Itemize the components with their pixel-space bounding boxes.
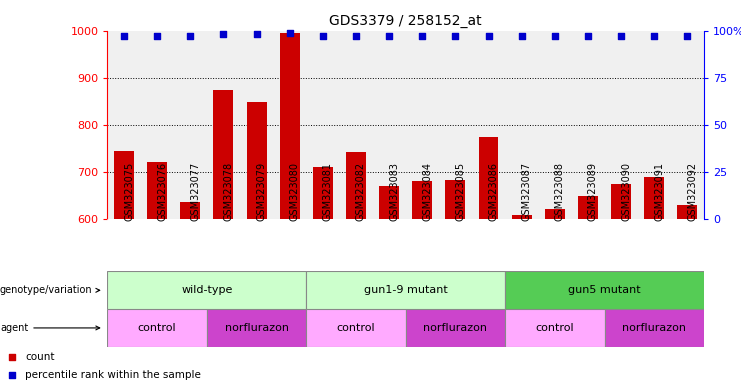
Bar <box>379 186 399 219</box>
Text: GSM323079: GSM323079 <box>256 162 267 222</box>
Text: GSM323086: GSM323086 <box>488 162 499 222</box>
Text: GSM323076: GSM323076 <box>157 162 167 222</box>
Text: norflurazon: norflurazon <box>622 323 686 333</box>
Point <box>615 33 627 40</box>
Text: GSM323075: GSM323075 <box>124 162 134 222</box>
Bar <box>505 309 605 347</box>
Text: GSM323081: GSM323081 <box>323 162 333 222</box>
Point <box>317 33 329 40</box>
Bar <box>545 209 565 219</box>
Bar <box>180 202 200 219</box>
Point <box>265 278 276 284</box>
Bar <box>611 184 631 219</box>
Bar <box>313 167 333 219</box>
Text: wild-type: wild-type <box>182 285 233 295</box>
Point <box>151 33 163 40</box>
Text: GSM323092: GSM323092 <box>688 162 697 222</box>
Text: GSM323078: GSM323078 <box>224 162 233 222</box>
Text: control: control <box>336 323 375 333</box>
Point <box>265 119 276 125</box>
Text: GSM323091: GSM323091 <box>654 162 664 222</box>
Text: control: control <box>536 323 574 333</box>
Text: control: control <box>138 323 176 333</box>
Bar <box>406 309 505 347</box>
Point <box>250 31 262 38</box>
Title: GDS3379 / 258152_at: GDS3379 / 258152_at <box>330 14 482 28</box>
Point <box>284 30 296 36</box>
Bar <box>644 177 664 219</box>
Text: GSM323077: GSM323077 <box>190 162 200 222</box>
Point <box>682 33 694 40</box>
Text: agent: agent <box>0 323 100 333</box>
Point <box>582 33 594 40</box>
Bar <box>346 152 366 219</box>
Point <box>450 33 462 40</box>
Point <box>185 33 196 40</box>
Bar <box>677 205 697 219</box>
Text: GSM323085: GSM323085 <box>456 162 465 222</box>
Point <box>383 33 395 40</box>
Point <box>416 33 428 40</box>
Point <box>350 33 362 40</box>
Text: GSM323087: GSM323087 <box>522 162 532 222</box>
Point <box>516 33 528 40</box>
Text: GSM323084: GSM323084 <box>422 162 432 222</box>
Bar <box>114 151 134 219</box>
Bar <box>306 309 406 347</box>
Point <box>118 33 130 40</box>
Bar <box>147 162 167 219</box>
Bar <box>107 309 207 347</box>
Text: GSM323083: GSM323083 <box>389 162 399 222</box>
Text: GSM323090: GSM323090 <box>621 162 631 222</box>
Text: norflurazon: norflurazon <box>225 323 288 333</box>
Bar <box>505 271 704 309</box>
Bar <box>578 196 598 219</box>
Bar <box>280 33 299 219</box>
Text: GSM323082: GSM323082 <box>356 162 366 222</box>
Text: GSM323088: GSM323088 <box>555 162 565 222</box>
Point <box>648 33 660 40</box>
Text: gun5 mutant: gun5 mutant <box>568 285 641 295</box>
Point <box>549 33 561 40</box>
Text: norflurazon: norflurazon <box>423 323 488 333</box>
Bar <box>605 309 704 347</box>
Text: gun1-9 mutant: gun1-9 mutant <box>364 285 448 295</box>
Bar <box>247 102 267 219</box>
Bar <box>445 180 465 219</box>
Bar <box>207 309 306 347</box>
Text: percentile rank within the sample: percentile rank within the sample <box>25 370 201 380</box>
Text: GSM323089: GSM323089 <box>588 162 598 222</box>
Bar <box>213 89 233 219</box>
Bar <box>479 137 499 219</box>
Bar <box>306 271 505 309</box>
Text: GSM323080: GSM323080 <box>290 162 299 222</box>
Point <box>482 33 494 40</box>
Point <box>218 31 230 38</box>
Text: count: count <box>25 352 55 362</box>
Bar <box>512 215 531 219</box>
Bar <box>412 181 432 219</box>
Text: genotype/variation: genotype/variation <box>0 285 100 295</box>
Bar <box>107 271 306 309</box>
